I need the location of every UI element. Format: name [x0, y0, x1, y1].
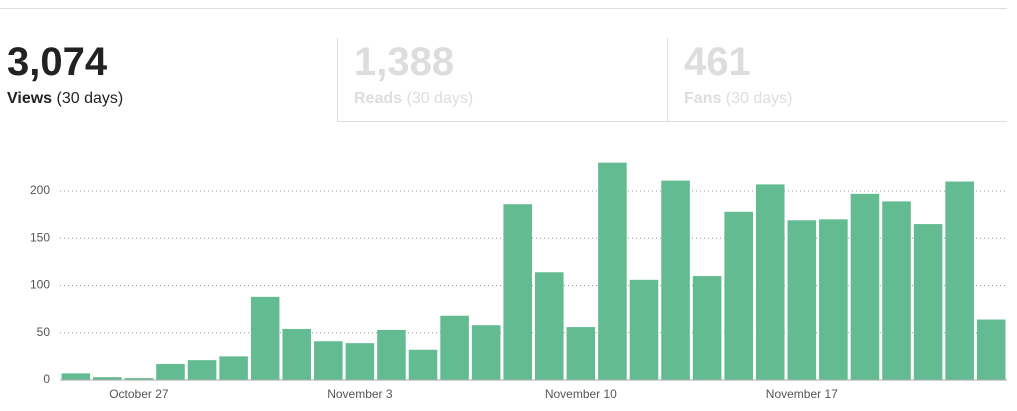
bar — [598, 162, 627, 380]
bar — [724, 211, 753, 380]
bar — [819, 219, 848, 380]
stat-label: Reads — [354, 90, 403, 107]
x-tick-label: November 10 — [545, 387, 617, 401]
stat-period: (30 days) — [56, 90, 124, 107]
stat-panel[interactable]: 3,074 Views (30 days) — [7, 38, 337, 122]
bar — [219, 356, 248, 380]
x-tick-label: October 27 — [109, 387, 169, 401]
y-tick-label: 100 — [30, 278, 50, 292]
bar — [250, 296, 280, 380]
bar — [976, 319, 1006, 380]
bar — [945, 181, 974, 380]
bar — [93, 377, 122, 380]
bar — [850, 193, 880, 380]
stat-label-row: Views (30 days) — [7, 90, 337, 108]
stat-label: Views — [7, 90, 53, 107]
bar — [787, 220, 817, 380]
stat-label-row: Reads (30 days) — [354, 90, 667, 108]
bar — [471, 325, 501, 380]
bar — [314, 341, 343, 380]
bar — [882, 201, 911, 380]
y-tick-label: 200 — [30, 183, 50, 197]
y-tick-label: 50 — [37, 325, 51, 339]
bar — [755, 184, 785, 380]
y-tick-label: 150 — [30, 230, 50, 244]
stat-number: 3,074 — [7, 40, 108, 84]
stat-panel[interactable]: 461 Fans (30 days) — [667, 38, 1007, 122]
stat-period: (30 days) — [725, 90, 793, 107]
stat-period: (30 days) — [406, 90, 474, 107]
stat-label: Fans — [684, 90, 722, 107]
stat-panel[interactable]: 1,388 Reads (30 days) — [337, 38, 667, 122]
bar — [187, 360, 217, 380]
bar — [692, 276, 722, 380]
bar — [408, 349, 438, 380]
y-tick-label: 0 — [43, 372, 50, 386]
bar — [156, 363, 185, 380]
bar — [566, 327, 596, 380]
bar — [377, 329, 406, 380]
bar — [629, 279, 659, 380]
bar — [61, 373, 91, 380]
bar — [345, 343, 375, 380]
x-tick-label: November 3 — [327, 387, 393, 401]
stat-label-row: Fans (30 days) — [684, 90, 1007, 108]
bar — [503, 204, 532, 380]
bar — [535, 272, 564, 380]
bar — [913, 224, 943, 380]
bar — [440, 315, 469, 380]
bar — [124, 378, 154, 380]
bar — [282, 328, 312, 380]
bar — [661, 180, 690, 380]
divider — [0, 8, 1007, 9]
x-tick-label: November 17 — [766, 387, 838, 401]
stat-number: 461 — [684, 40, 751, 84]
stat-number: 1,388 — [354, 40, 455, 84]
